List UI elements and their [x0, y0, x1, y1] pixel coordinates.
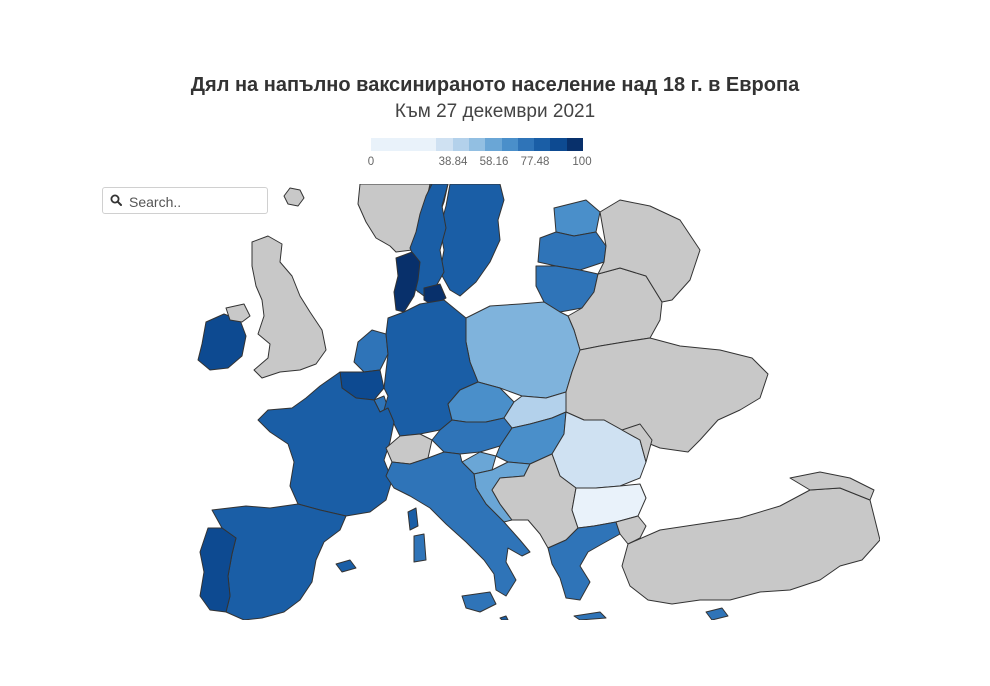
legend-swatch [436, 138, 453, 151]
country-cyprus[interactable]: Cyprus [705, 607, 729, 620]
legend-swatch [371, 138, 388, 151]
search-icon [110, 194, 122, 206]
legend-swatch [501, 138, 518, 151]
country-portugal[interactable]: Portugal [199, 527, 237, 613]
country-sicily[interactable]: Italy [461, 591, 497, 613]
country-latvia[interactable]: Latvia [537, 231, 607, 271]
country-crete[interactable]: Greece [573, 611, 607, 620]
legend-swatch [517, 138, 535, 151]
country-turkey[interactable]: Turkey [615, 515, 647, 545]
country-ireland[interactable]: Ireland [197, 313, 247, 371]
legend-swatch [452, 138, 469, 151]
country-estonia[interactable]: Estonia [553, 199, 601, 237]
legend-swatch [550, 138, 567, 151]
legend-swatch [419, 138, 437, 151]
country-netherlands[interactable]: Netherlands [353, 329, 389, 373]
legend-color-scale [371, 138, 584, 151]
legend-swatch [468, 138, 486, 151]
legend-swatch [566, 138, 584, 151]
legend-tick-2: 58.16 [479, 156, 509, 168]
search-input[interactable] [127, 190, 267, 213]
color-legend: 0 38.84 58.16 77.48 100 [367, 138, 592, 174]
country-italy[interactable]: Italy [385, 451, 531, 597]
country-sardinia[interactable]: Italy [413, 533, 427, 563]
legend-swatch [403, 138, 420, 151]
country-spain[interactable]: Spain [211, 503, 347, 620]
country-caucasus[interactable]: Georgia [789, 471, 875, 501]
country-finland[interactable]: Finland [439, 184, 505, 297]
legend-swatch [534, 138, 551, 151]
legend-tick-0: 0 [367, 156, 375, 168]
country-moldova[interactable]: Moldova [621, 423, 653, 463]
country-northern-ireland[interactable]: United Kingdom [225, 303, 251, 323]
country-turkey-anatolia[interactable]: Turkey [621, 487, 880, 605]
country-corsica[interactable]: France [407, 507, 419, 531]
country-balearics[interactable]: Spain [335, 559, 357, 573]
country-great-britain[interactable]: United Kingdom [251, 235, 327, 379]
map-subtitle: Към 27 декември 2021 [394, 101, 596, 122]
legend-tick-1: 38.84 [438, 156, 468, 168]
legend-tick-4: 100 [572, 156, 592, 168]
legend-tick-3: 77.48 [520, 156, 550, 168]
country-malta[interactable]: Malta [499, 615, 509, 620]
country-iceland[interactable]: Iceland [283, 187, 305, 207]
legend-swatch [387, 138, 404, 151]
search-box[interactable] [102, 187, 268, 214]
country-greece[interactable]: Greece [547, 521, 621, 601]
legend-swatch [485, 138, 502, 151]
country-russia[interactable]: Belarus [597, 199, 701, 303]
map-title: Дял на напълно ваксинираното население н… [190, 74, 800, 96]
country-denmark[interactable]: Denmark [393, 251, 421, 313]
